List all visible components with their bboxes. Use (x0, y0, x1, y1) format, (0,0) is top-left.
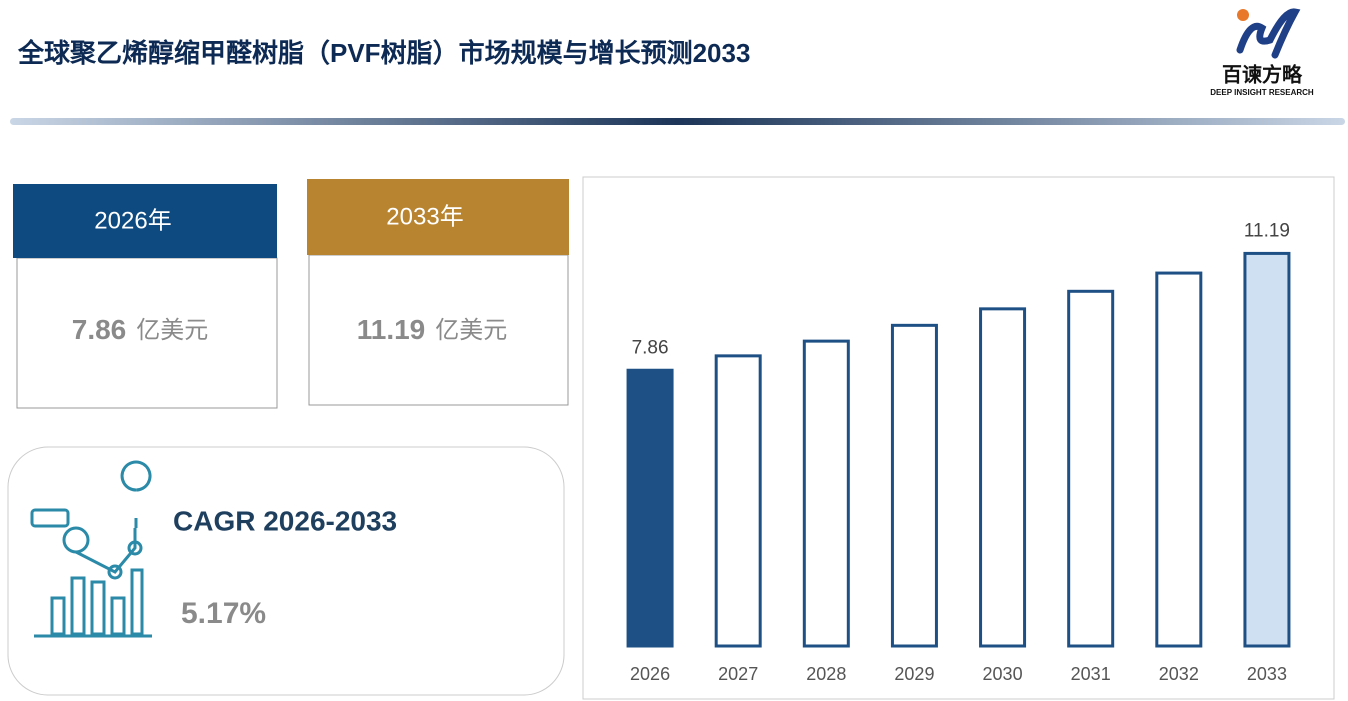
chart-panel (582, 176, 1335, 700)
card-value-line: 7.86 亿美元 (72, 314, 209, 345)
x-tick-label: 2026 (630, 664, 670, 684)
card-value: 7.86 (72, 314, 127, 345)
bar (626, 368, 674, 648)
logo-text: 百谏方略 (1222, 62, 1303, 86)
card-header (307, 179, 569, 255)
logo-subtext: DEEP INSIGHT RESEARCH (1210, 88, 1314, 97)
card-header (13, 184, 277, 258)
bar (1155, 271, 1203, 648)
x-tick-label: 2030 (983, 664, 1023, 684)
cagr-value: 5.17% (181, 597, 266, 630)
card-body (16, 257, 278, 409)
card-header-text: 2026年 (94, 207, 171, 234)
card-unit: 亿美元 (435, 317, 507, 344)
bar (802, 339, 850, 648)
card-header-text: 2033年 (386, 203, 463, 230)
cagr-label: CAGR 2026-2033 (173, 505, 397, 536)
cagr-box (7, 446, 565, 696)
logo-dot (1237, 9, 1249, 21)
card-unit: 亿美元 (136, 317, 208, 344)
x-tick-label: 2027 (718, 664, 758, 684)
x-tick-label: 2028 (806, 664, 846, 684)
bar (979, 307, 1027, 648)
logo: 百谏方略 DEEP INSIGHT RESEARCH (1210, 8, 1314, 97)
cagr-icon (30, 460, 152, 638)
card-value-line: 11.19 亿美元 (357, 314, 508, 345)
plot: 2026 7.86 2027 2028 2029 2030 2031 2032 2033 11.1… (626, 220, 1291, 684)
bar (1243, 251, 1291, 648)
page-title: 全球聚乙烯醇缩甲醛树脂（PVF树脂）市场规模与增长预测2033 (17, 38, 750, 68)
bar (1067, 289, 1115, 648)
x-tick-label: 2032 (1159, 664, 1199, 684)
bar (714, 354, 762, 648)
card-value: 11.19 (357, 314, 426, 345)
logo-mark (1236, 8, 1301, 59)
x-tick-label: 2031 (1071, 664, 1111, 684)
bar (890, 323, 938, 648)
data-label: 11.19 (1244, 220, 1290, 241)
data-label: 7.86 (632, 337, 669, 358)
x-tick-label: 2029 (894, 664, 934, 684)
x-tick-label: 2033 (1247, 664, 1287, 684)
divider (10, 118, 1345, 125)
